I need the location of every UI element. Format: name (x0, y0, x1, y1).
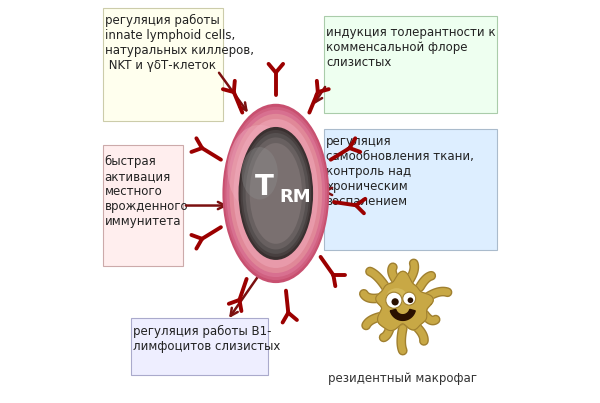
Text: индукция толерантности к
комменсальной флоре
слизистых: индукция толерантности к комменсальной ф… (326, 26, 496, 69)
FancyBboxPatch shape (103, 145, 183, 266)
Ellipse shape (386, 288, 407, 304)
Ellipse shape (242, 147, 278, 199)
Text: RM: RM (280, 189, 311, 206)
Text: резидентный макрофаг: резидентный макрофаг (328, 372, 477, 385)
Text: регуляция работы В1-
лимфоцитов слизистых: регуляция работы В1- лимфоцитов слизисты… (133, 324, 280, 353)
FancyBboxPatch shape (324, 16, 497, 113)
Ellipse shape (226, 110, 325, 277)
Circle shape (403, 292, 416, 305)
Polygon shape (391, 310, 415, 320)
Text: T: T (255, 173, 274, 202)
Ellipse shape (223, 104, 329, 283)
Text: регуляция работы
innate lymphoid cells,
натуральных киллеров,
 NKT и γδТ-клеток: регуляция работы innate lymphoid cells, … (104, 14, 254, 72)
Ellipse shape (241, 130, 311, 257)
Polygon shape (376, 271, 433, 330)
FancyBboxPatch shape (103, 8, 223, 121)
Ellipse shape (227, 125, 292, 214)
Ellipse shape (224, 107, 327, 280)
Text: быстрая
активация
местного
врожденного
иммунитета: быстрая активация местного врожденного и… (104, 155, 188, 228)
Circle shape (391, 298, 399, 305)
Text: регуляция
самообновления ткани,
контроль над
хроническим
воспалением: регуляция самообновления ткани, контроль… (326, 135, 474, 208)
Ellipse shape (250, 143, 302, 244)
FancyBboxPatch shape (131, 318, 268, 375)
Ellipse shape (233, 119, 318, 268)
Ellipse shape (239, 127, 313, 260)
FancyBboxPatch shape (324, 129, 497, 250)
Circle shape (407, 297, 413, 303)
Ellipse shape (229, 114, 322, 273)
Ellipse shape (245, 137, 306, 249)
Ellipse shape (242, 133, 309, 254)
Circle shape (386, 292, 402, 308)
